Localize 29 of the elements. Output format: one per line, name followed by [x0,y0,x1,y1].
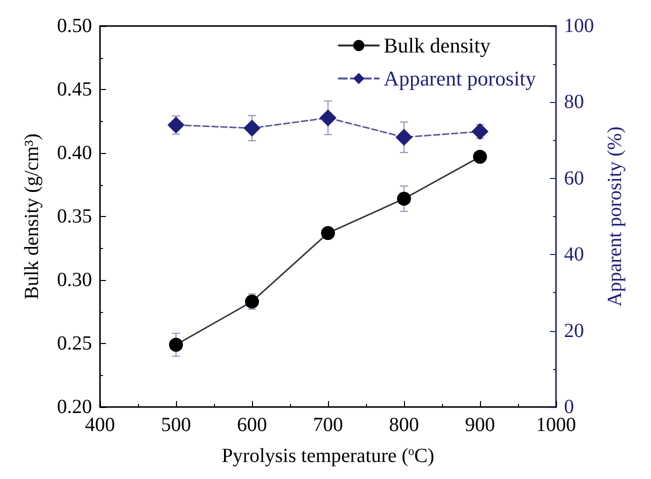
point [321,226,335,240]
point [320,109,336,126]
y2-tick-label: 60 [564,167,584,190]
y-tick-label: 0.40 [57,142,92,164]
y2-tick-label: 80 [564,91,584,114]
y-tick-label: 0.35 [57,206,92,228]
x-tick-label: 800 [389,414,419,436]
x-tick-label: 500 [161,414,191,436]
point [473,150,487,164]
x-tick-label: 900 [465,414,495,436]
legend-label: Bulk density [384,34,492,58]
point [168,116,184,134]
y2-tick-label: 40 [564,244,584,266]
point [169,338,183,352]
point [397,192,411,206]
point [472,123,488,140]
y-axis-title: Bulk density (g/cm³) [21,134,43,300]
legend-label: Apparent porosity [384,66,536,90]
point [396,128,412,146]
y2-tick-label: 100 [564,15,594,37]
y-tick-label: 0.25 [57,332,92,354]
x-tick-label: 700 [313,414,343,436]
x-tick-label: 600 [237,414,267,436]
y-tick-label: 0.50 [57,15,92,37]
y2-axis-title: Apparent porosity (%) [604,126,626,306]
y-tick-label: 0.30 [57,269,92,291]
point [244,120,260,137]
y2-tick-label: 20 [564,320,584,342]
y-tick-label: 0.45 [57,78,92,100]
